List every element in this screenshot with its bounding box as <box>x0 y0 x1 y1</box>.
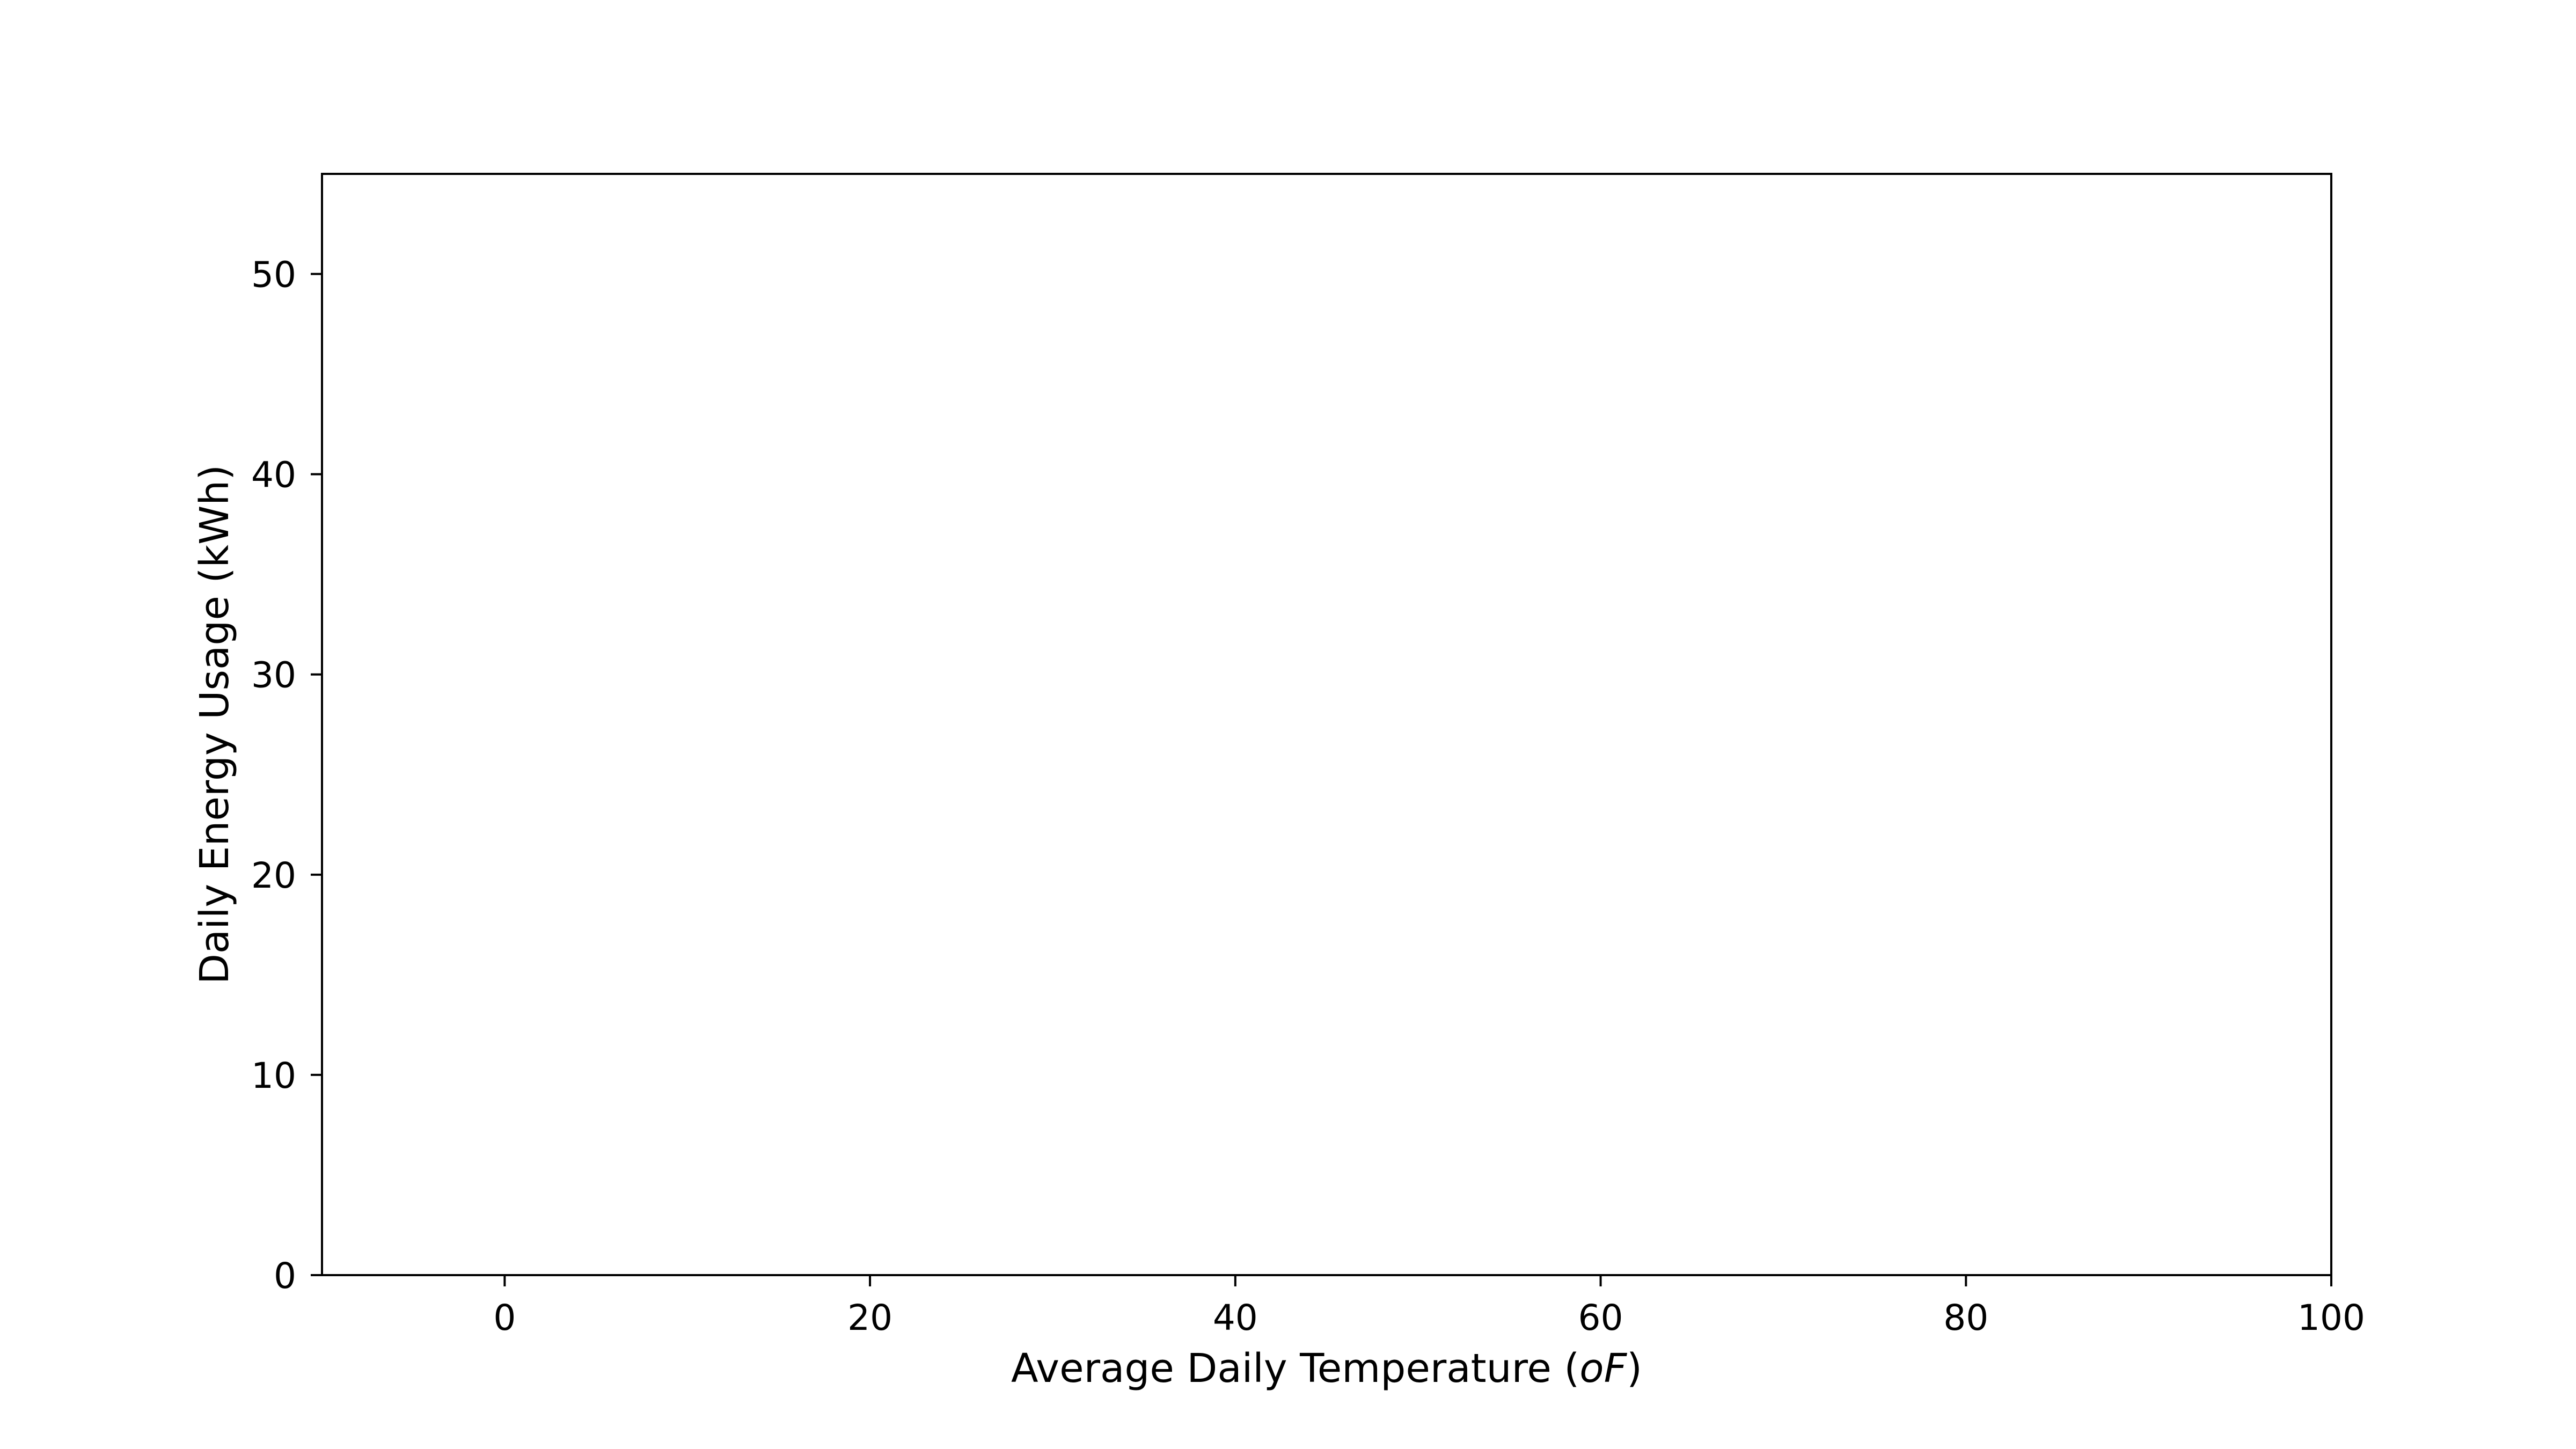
y-axis: 0 10 20 30 40 50 <box>251 254 322 1297</box>
y-tick-label: 40 <box>251 455 296 496</box>
y-tick-label: 30 <box>251 655 296 696</box>
y-tick-label: 0 <box>274 1255 296 1297</box>
x-tick-label: 100 <box>2297 1297 2365 1338</box>
x-tick-label: 80 <box>1943 1297 1988 1338</box>
x-axis-unit: oF <box>1579 1345 1627 1392</box>
x-axis-label: Average Daily Temperature (oF) <box>1011 1345 1642 1392</box>
x-tick-label: 0 <box>493 1297 516 1338</box>
y-tick-label: 10 <box>251 1055 296 1096</box>
x-tick-label: 20 <box>847 1297 892 1338</box>
plot-area <box>321 173 2332 1276</box>
x-tick-label: 40 <box>1213 1297 1258 1338</box>
x-axis: 0 20 40 60 80 100 <box>493 1275 2365 1338</box>
x-tick-label: 60 <box>1578 1297 1623 1338</box>
y-tick-label: 50 <box>251 254 296 296</box>
y-tick-label: 20 <box>251 855 296 896</box>
y-axis-label: Daily Energy Usage (kWh) <box>192 465 238 984</box>
plot-frame <box>321 173 2332 1276</box>
